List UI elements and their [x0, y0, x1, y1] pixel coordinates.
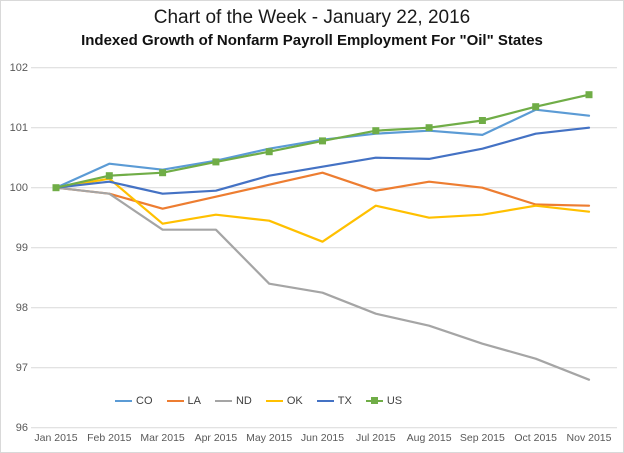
x-axis-tick-label: Apr 2015	[195, 432, 238, 444]
y-axis-tick-label: 98	[16, 302, 28, 314]
series-marker-us	[319, 137, 326, 145]
legend-label-ok: OK	[286, 395, 303, 407]
series-marker-us	[425, 124, 433, 132]
legend-item-us: US	[365, 394, 403, 408]
legend-label-us: US	[386, 395, 403, 407]
series-marker-us	[52, 184, 60, 192]
series-marker-us	[478, 117, 486, 124]
x-axis-tick-label: Oct 2015	[514, 432, 557, 444]
chart-subtitle: Indexed Growth of Nonfarm Payroll Employ…	[81, 32, 543, 49]
x-axis-tick-label: Mar 2015	[140, 432, 185, 444]
x-axis-tick-label: Feb 2015	[87, 432, 132, 444]
legend-item-nd: ND	[214, 394, 252, 408]
series-line-co	[54, 108, 591, 189]
legend-swatch-ok	[265, 399, 283, 403]
series-marker-us	[265, 148, 273, 156]
legend-swatch-us	[365, 397, 383, 404]
x-axis-tick-label: Aug 2015	[407, 432, 452, 444]
x-axis-tick-label: Nov 2015	[567, 432, 612, 444]
legend: CO LA ND OK TX US	[115, 394, 416, 408]
legend-label-nd: ND	[235, 395, 252, 407]
y-axis-tick-label: 101	[10, 122, 28, 134]
x-axis-tick-label: Jun 2015	[301, 432, 344, 444]
legend-swatch-co	[115, 399, 132, 403]
legend-item-tx: TX	[316, 394, 352, 408]
legend-item-ok: OK	[265, 394, 303, 408]
series-marker-us	[159, 169, 167, 177]
chart-title: Chart of the Week - January 22, 2016	[153, 7, 471, 28]
chart-header: Chart of the Week - January 22, 2016 Ind…	[1, 6, 623, 51]
legend-label-tx: TX	[337, 395, 352, 407]
series-marker-us	[212, 158, 220, 166]
legend-marker-square-us	[370, 397, 378, 404]
legend-item-la: LA	[166, 394, 201, 408]
legend-label-la: LA	[187, 395, 201, 407]
series-marker-us	[372, 127, 380, 135]
series-line-ok	[54, 177, 591, 243]
legend-swatch-tx	[316, 399, 334, 403]
series-marker-us	[105, 172, 113, 180]
y-axis-tick-label: 99	[16, 242, 28, 254]
x-axis-tick-label: Jan 2015	[34, 432, 77, 444]
legend-label-co: CO	[136, 395, 153, 407]
series-line-la	[54, 171, 591, 210]
legend-swatch-nd	[214, 399, 232, 403]
series-line-nd	[54, 186, 591, 381]
y-axis-tick-label: 102	[10, 62, 28, 74]
x-axis-tick-label: May 2015	[246, 432, 292, 444]
legend-item-co: CO	[115, 394, 153, 408]
y-axis-tick-label: 96	[16, 422, 28, 434]
y-axis-tick-label: 97	[16, 362, 28, 374]
y-axis-tick-label: 100	[10, 182, 28, 194]
series-marker-us	[585, 91, 593, 99]
legend-swatch-la	[166, 399, 184, 403]
series-line-tx	[54, 126, 591, 195]
series-marker-us	[532, 103, 540, 111]
x-axis-tick-label: Sep 2015	[460, 432, 505, 444]
x-axis-tick-label: Jul 2015	[356, 432, 396, 444]
